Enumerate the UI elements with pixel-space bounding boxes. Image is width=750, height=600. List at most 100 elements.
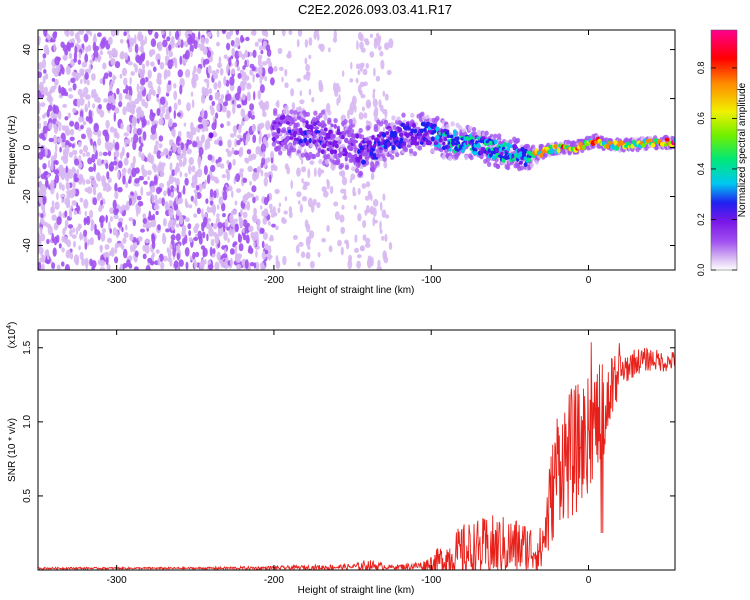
signal-blob — [664, 137, 670, 142]
signal-blob — [314, 142, 319, 147]
noise-speck — [264, 172, 269, 178]
noise-speck — [154, 31, 159, 39]
noise-speck — [58, 126, 61, 132]
noise-speck — [65, 65, 71, 76]
signal-blob — [329, 149, 335, 155]
snr-y-scale-exponent: 4 — [6, 325, 13, 329]
signal-halo — [372, 164, 377, 170]
signal-halo — [447, 152, 453, 158]
noise-speck — [84, 187, 90, 193]
noise-speck — [251, 123, 256, 132]
noise-speck — [360, 94, 366, 99]
noise-speck — [117, 186, 123, 193]
colorbar-label: Normalized spectral amplitude — [737, 82, 748, 217]
noise-speck — [127, 85, 132, 91]
signal-blob — [306, 131, 311, 135]
noise-speck — [305, 253, 311, 259]
signal-blob — [321, 123, 327, 127]
noise-speck — [204, 179, 207, 185]
noise-speck — [134, 43, 139, 54]
noise-speck — [365, 62, 369, 69]
noise-speck — [38, 195, 43, 204]
signal-blob — [385, 131, 390, 135]
noise-speck — [123, 77, 128, 86]
noise-speck — [312, 198, 317, 206]
noise-speck — [56, 264, 61, 270]
noise-speck — [195, 185, 200, 191]
noise-speck — [188, 204, 193, 209]
noise-speck — [49, 96, 54, 102]
noise-speck — [99, 259, 106, 267]
signal-blob — [355, 133, 360, 139]
noise-speck — [76, 37, 81, 44]
noise-speck — [236, 104, 242, 109]
noise-speck — [57, 137, 63, 143]
noise-speck — [232, 104, 236, 115]
noise-speck — [85, 94, 91, 100]
noise-speck — [138, 204, 141, 215]
noise-speck — [292, 235, 298, 240]
signal-blob — [208, 132, 214, 139]
signal-blob — [299, 142, 305, 147]
noise-speck — [163, 190, 167, 197]
noise-speck — [300, 251, 306, 258]
noise-speck — [50, 161, 54, 172]
noise-speck — [43, 171, 49, 176]
signal-halo — [468, 125, 473, 132]
noise-speck — [163, 255, 168, 262]
snr-y-ticks: 0.5 1.0 1.5 — [22, 340, 675, 503]
signal-blob — [350, 132, 355, 138]
noise-speck — [126, 152, 130, 159]
noise-speck — [157, 72, 161, 78]
noise-speck — [178, 197, 184, 204]
noise-speck — [226, 42, 231, 51]
signal-halo — [374, 160, 380, 166]
noise-speck — [258, 45, 264, 51]
signal-blob — [456, 136, 460, 142]
noise-speck — [64, 219, 69, 229]
noise-speck — [231, 48, 235, 57]
noise-speck — [352, 186, 356, 197]
noise-speck — [164, 68, 169, 79]
noise-speck — [114, 141, 120, 151]
noise-speck — [59, 122, 62, 128]
spectrogram-x-axis-label: Height of straight line (km) — [298, 285, 415, 296]
noise-speck — [73, 240, 76, 248]
noise-speck — [321, 237, 326, 243]
noise-speck — [237, 233, 241, 243]
noise-speck — [275, 225, 279, 230]
noise-speck — [176, 112, 182, 117]
noise-speck — [55, 120, 60, 125]
noise-speck — [350, 173, 356, 180]
noise-speck — [281, 30, 286, 37]
signal-halo — [420, 111, 425, 117]
noise-speck — [218, 140, 223, 147]
noise-speck — [217, 230, 223, 237]
noise-speck — [58, 243, 62, 249]
noise-speck — [236, 264, 242, 270]
noise-speck — [157, 257, 161, 266]
noise-speck — [142, 218, 147, 224]
noise-speck — [226, 159, 230, 165]
signal-halo — [327, 110, 332, 116]
noise-speck — [117, 170, 120, 180]
spectrogram-x-ticks: -300 -200 -100 0 — [107, 30, 592, 286]
signal-halo — [298, 145, 303, 151]
noise-speck — [226, 121, 231, 127]
noise-speck — [67, 80, 71, 86]
noise-speck — [269, 174, 272, 183]
noise-speck — [38, 167, 41, 177]
noise-speck — [303, 74, 307, 80]
noise-speck — [72, 180, 76, 189]
noise-speck — [150, 185, 156, 192]
noise-speck — [104, 244, 110, 250]
noise-speck — [161, 30, 165, 35]
noise-speck — [114, 166, 118, 171]
noise-speck — [378, 99, 382, 108]
spectrogram-frame — [37, 29, 676, 271]
noise-speck — [290, 88, 295, 97]
noise-speck — [151, 194, 155, 204]
noise-speck — [207, 259, 212, 265]
signal-blob — [320, 149, 325, 155]
signal-blob — [473, 151, 478, 156]
